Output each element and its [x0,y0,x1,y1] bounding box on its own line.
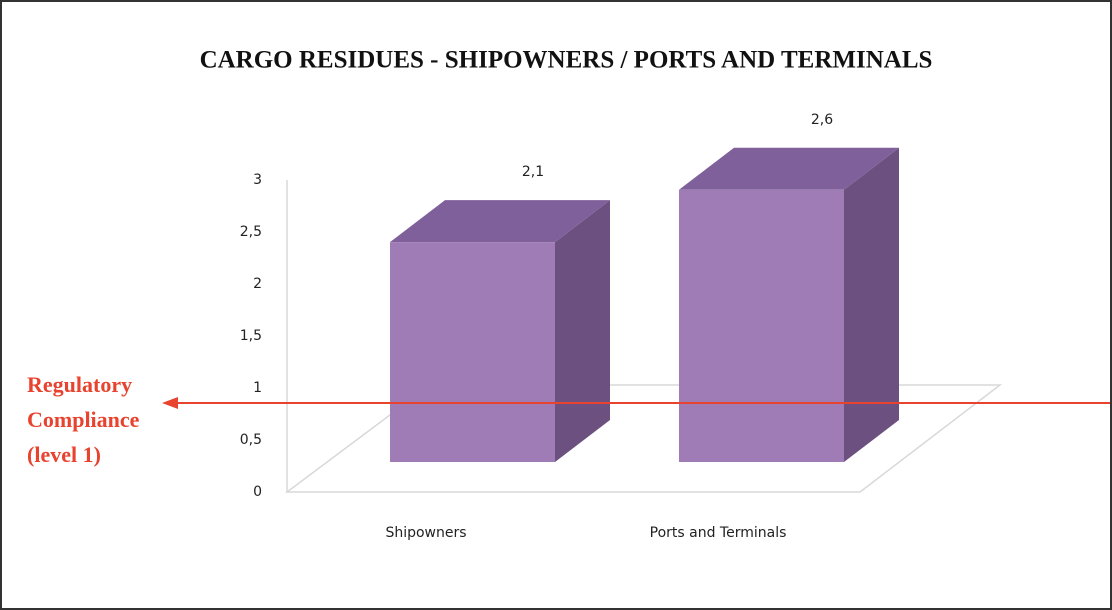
x-tick-label: Ports and Terminals [650,525,787,541]
y-tick-label: 1,5 [240,328,262,344]
bar [390,242,555,462]
bar-top [390,200,610,243]
y-tick-label: 0 [253,484,262,500]
y-tick-label: 3 [253,172,262,188]
bar [679,189,844,462]
y-tick-label: 2,5 [240,224,262,240]
annotation-text: Regulatory [27,372,132,397]
x-tick-label: Shipowners [385,525,466,541]
annotation-arrow [162,397,178,409]
y-tick-label: 2 [253,276,262,292]
floor [284,384,1003,493]
bar-top [679,147,899,190]
chart-title: CARGO RESIDUES - SHIPOWNERS / PORTS AND … [200,47,933,74]
y-tick-label: 1 [253,380,262,396]
value-label: 2,6 [811,112,833,128]
bar-side [555,200,610,462]
bar-side [844,147,899,462]
annotation-text: Compliance [27,407,140,432]
y-tick-label: 0,5 [240,432,262,448]
value-label: 2,1 [522,164,544,180]
annotation-text: (level 1) [27,442,101,467]
